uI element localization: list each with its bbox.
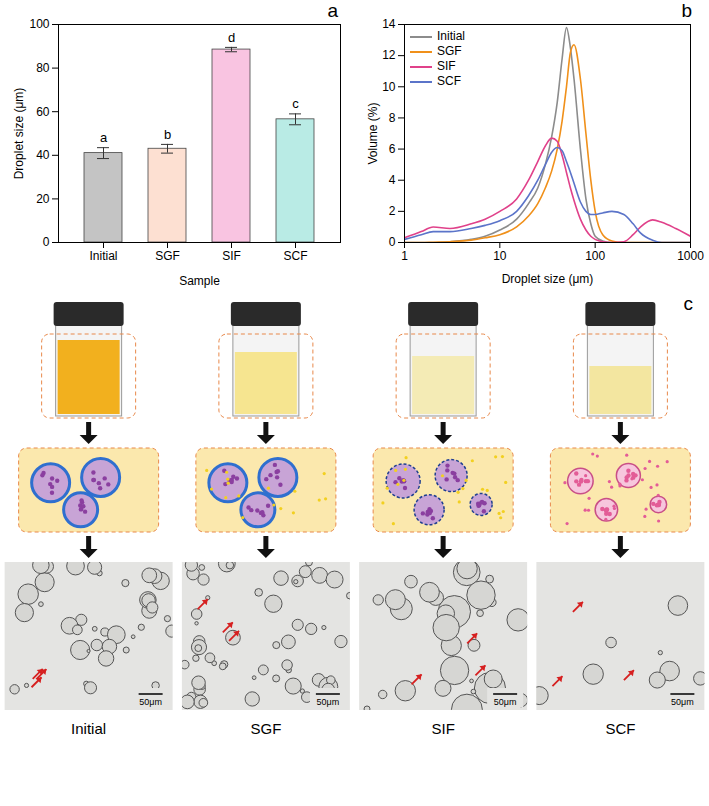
- html-text:b: b: [681, 0, 692, 21]
- svg-text:14: 14: [382, 17, 396, 31]
- svg-text:50μm: 50μm: [317, 697, 340, 707]
- svg-text:100: 100: [585, 249, 605, 263]
- svg-text:SGF: SGF: [155, 249, 180, 263]
- svg-text:c: c: [292, 96, 299, 111]
- svg-text:Volume (%): Volume (%): [366, 102, 380, 164]
- svg-text:10: 10: [493, 249, 507, 263]
- svg-text:10: 10: [382, 80, 396, 94]
- svg-text:100: 100: [29, 17, 49, 31]
- svg-text:2: 2: [389, 204, 396, 218]
- svg-text:Sample: Sample: [179, 274, 220, 288]
- svg-text:SCF: SCF: [605, 720, 635, 737]
- svg-text:80: 80: [36, 61, 50, 75]
- svg-text:SGF: SGF: [250, 720, 281, 737]
- svg-text:1000: 1000: [677, 249, 704, 263]
- svg-text:1: 1: [401, 249, 408, 263]
- svg-text:50μm: 50μm: [671, 697, 694, 707]
- html-text:a: a: [327, 0, 338, 21]
- svg-text:12: 12: [382, 48, 396, 62]
- svg-text:Initial: Initial: [89, 249, 117, 263]
- html-text:SCF: SCF: [437, 74, 461, 88]
- svg-text:Droplet size (μm): Droplet size (μm): [502, 272, 594, 286]
- svg-text:0: 0: [43, 235, 50, 249]
- svg-text:SIF: SIF: [431, 720, 454, 737]
- svg-text:SIF: SIF: [222, 249, 241, 263]
- svg-text:Initial: Initial: [71, 720, 106, 737]
- html-text:SGF: SGF: [437, 44, 462, 58]
- svg-text:60: 60: [36, 105, 50, 119]
- svg-text:b: b: [164, 127, 171, 142]
- svg-text:a: a: [100, 130, 108, 145]
- html-text:SIF: SIF: [437, 59, 456, 73]
- svg-text:50μm: 50μm: [139, 697, 162, 707]
- svg-text:40: 40: [36, 148, 50, 162]
- svg-text:4: 4: [389, 173, 396, 187]
- svg-text:SCF: SCF: [284, 249, 308, 263]
- svg-text:Droplet size (μm): Droplet size (μm): [12, 88, 26, 180]
- svg-text:20: 20: [36, 192, 50, 206]
- svg-text:8: 8: [389, 111, 396, 125]
- svg-text:c: c: [684, 293, 694, 314]
- svg-text:d: d: [228, 30, 235, 45]
- svg-text:0: 0: [389, 235, 396, 249]
- svg-text:50μm: 50μm: [494, 697, 517, 707]
- svg-text:6: 6: [389, 142, 396, 156]
- html-text:Initial: Initial: [437, 29, 465, 43]
